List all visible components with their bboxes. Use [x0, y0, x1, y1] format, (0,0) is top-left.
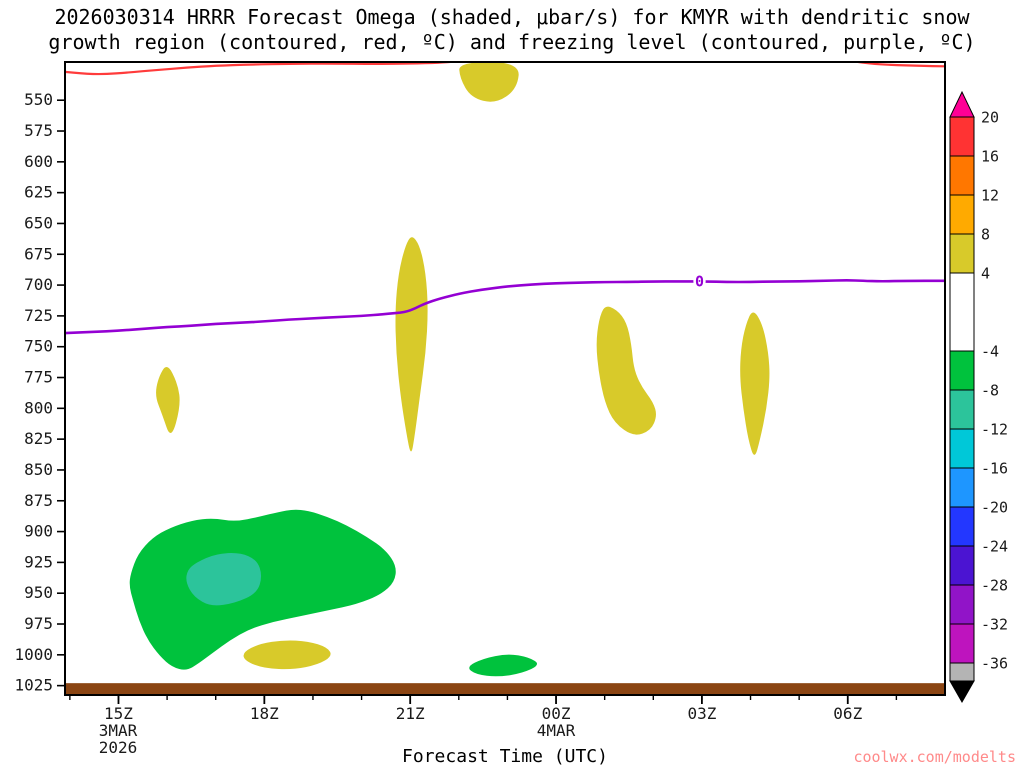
- freezing-level-contour: [65, 279, 945, 335]
- y-tick-label: 700: [24, 275, 53, 294]
- plot-frame: [64, 61, 946, 696]
- x-tick-label: 03Z: [687, 704, 716, 723]
- y-tick-label: 750: [24, 337, 53, 356]
- colorbar-label: -24: [981, 538, 1008, 556]
- colorbar-segment-1: [949, 155, 975, 196]
- colorbar-top-arrow: [949, 90, 975, 118]
- colorbar-segment-7: [949, 428, 975, 469]
- y-tick-label: 650: [24, 213, 53, 232]
- x-tick-label: 00Z: [542, 704, 571, 723]
- omega-yellow-01z-blob: [596, 306, 656, 435]
- y-tick-label: 850: [24, 460, 53, 479]
- omega-teal-core: [186, 553, 262, 606]
- y-tick-label: 1025: [14, 676, 53, 695]
- y-tick-label: 875: [24, 491, 53, 510]
- colorbar-segment-9: [949, 506, 975, 547]
- colorbar-bottom-arrow: [949, 680, 975, 704]
- plot-layers: 0: [65, 62, 945, 695]
- y-tick-label: 775: [24, 368, 53, 387]
- colorbar: 20 16 12 8 4 -4 -8 -12 -16 -20 -24 -28 -32 -36: [949, 90, 1008, 704]
- colorbar-segment-12: [949, 623, 975, 664]
- y-tick-label: 900: [24, 522, 53, 541]
- omega-yellow-top: [459, 62, 519, 102]
- colorbar-label: -8: [981, 382, 999, 400]
- y-tick-label: 825: [24, 429, 53, 448]
- y-tick-label: 800: [24, 398, 53, 417]
- colorbar-segment-5: [949, 350, 975, 391]
- colorbar-label: -20: [981, 499, 1008, 517]
- dendritic-snow-growth-contour-left: [65, 62, 457, 76]
- colorbar-segment-11: [949, 584, 975, 625]
- y-tick-label: 550: [24, 90, 53, 109]
- y-tick-label: 675: [24, 244, 53, 263]
- colorbar-segment-10: [949, 545, 975, 586]
- x-tick-label: 15Z: [104, 704, 133, 723]
- omega-green-main: [129, 509, 396, 670]
- omega-green-small: [469, 654, 538, 677]
- colorbar-label: -4: [981, 343, 999, 361]
- x-axis: 15Z 18Z 21Z 00Z 03Z 06Z: [69, 695, 898, 723]
- colorbar-segment-2: [949, 194, 975, 235]
- colorbar-label: -16: [981, 460, 1008, 478]
- freezing-level-contour-label: 0: [695, 272, 704, 290]
- colorbar-label: -32: [981, 616, 1008, 634]
- colorbar-below-min-segment: [949, 662, 975, 682]
- colorbar-segment-3: [949, 233, 975, 274]
- x-axis-title: Forecast Time (UTC): [402, 746, 608, 767]
- dendritic-snow-growth-contour-right: [854, 62, 945, 68]
- colorbar-segment-0: [949, 116, 975, 157]
- y-tick-label: 725: [24, 306, 53, 325]
- y-tick-label: 950: [24, 583, 53, 602]
- x-axis-date-3mar: 3MAR: [98, 721, 138, 740]
- x-tick-label: 18Z: [250, 704, 279, 723]
- x-axis-date-year: 2026: [98, 738, 138, 757]
- omega-yellow-16h-blob: [156, 367, 180, 433]
- colorbar-segment-6: [949, 389, 975, 430]
- omega-yellow-04z-column: [740, 312, 770, 455]
- y-tick-label: 1000: [14, 645, 53, 664]
- y-tick-label: 575: [24, 121, 53, 140]
- x-axis-date-4mar: 4MAR: [536, 721, 576, 740]
- x-tick-label: 21Z: [396, 704, 425, 723]
- colorbar-label: 12: [981, 187, 999, 205]
- omega-yellow-21z-column: [395, 237, 428, 452]
- y-axis: 550 575 600 625 650 675 700 725 750 775 800 825 850 8…: [14, 90, 65, 695]
- x-tick-label: 06Z: [833, 704, 862, 723]
- colorbar-segment-4: [949, 272, 975, 352]
- y-tick-label: 625: [24, 183, 53, 202]
- colorbar-label: -28: [981, 577, 1008, 595]
- colorbar-label: -12: [981, 421, 1008, 439]
- colorbar-label: 8: [981, 226, 990, 244]
- y-tick-label: 600: [24, 152, 53, 171]
- watermark-link[interactable]: coolwx.com/modelts: [853, 748, 1016, 766]
- omega-yellow-surface-blob: [243, 640, 331, 670]
- colorbar-label: 16: [981, 148, 999, 166]
- colorbar-label: 4: [981, 265, 990, 283]
- colorbar-label: 20: [981, 109, 999, 127]
- colorbar-segment-8: [949, 467, 975, 508]
- chart-title-line2: growth region (contoured, red, ºC) and f…: [48, 30, 976, 54]
- y-tick-label: 925: [24, 552, 53, 571]
- chart-title-line1: 2026030314 HRRR Forecast Omega (shaded, …: [54, 5, 970, 29]
- y-tick-label: 975: [24, 614, 53, 633]
- surface-terrain: [65, 683, 945, 695]
- colorbar-label: -36: [981, 655, 1008, 673]
